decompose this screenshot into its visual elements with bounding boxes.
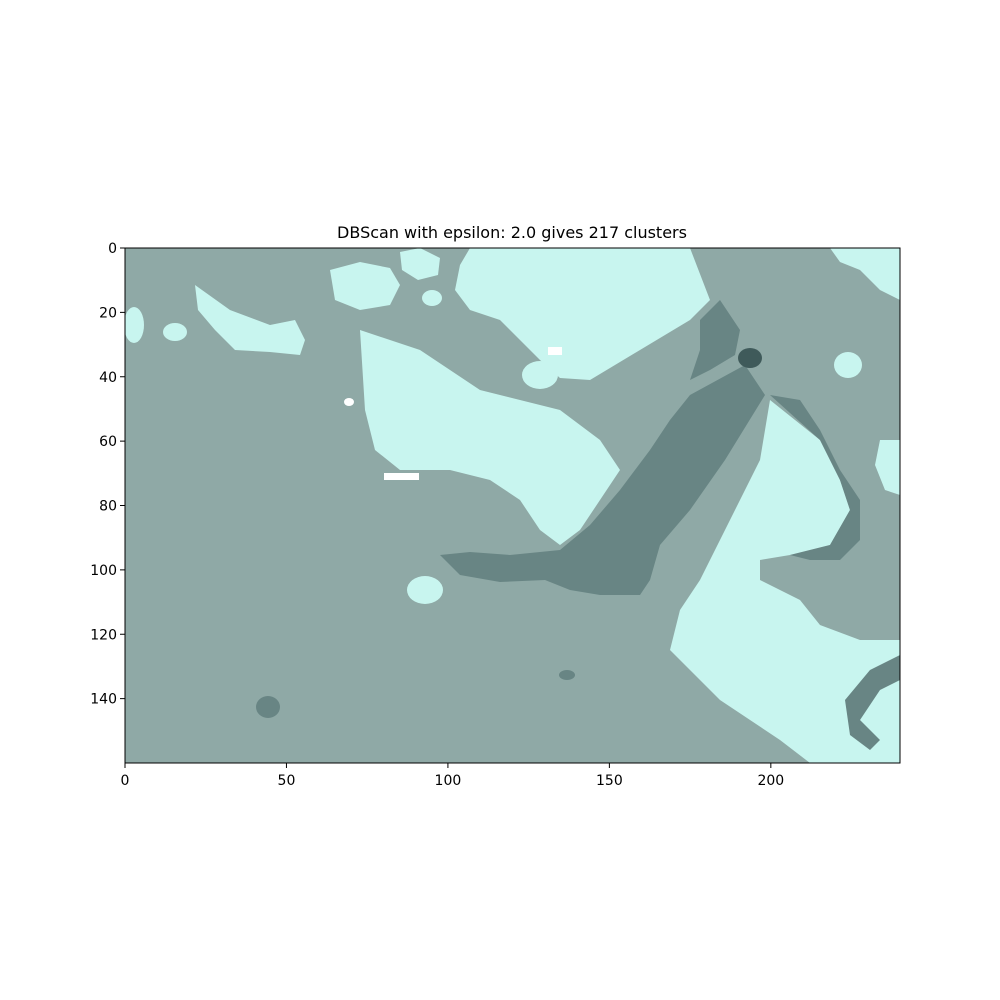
y-tick-label: 140 xyxy=(90,692,117,708)
heatmap-image xyxy=(124,247,901,764)
y-tick-label: 120 xyxy=(90,627,117,643)
noise-speck-a xyxy=(384,473,419,480)
y-tick-label: 40 xyxy=(99,370,117,386)
noise-speck-b xyxy=(548,347,562,355)
cluster-region-light-hole-c xyxy=(834,352,862,378)
cluster-region-light-blob-b xyxy=(400,248,440,280)
y-tick-label: 20 xyxy=(99,305,117,321)
cluster-region-light-top xyxy=(455,248,710,380)
cluster-region-dark-diagonal xyxy=(440,365,765,595)
cluster-region-light-center xyxy=(360,330,620,545)
cluster-region-light-hole-e xyxy=(125,307,144,343)
cluster-region-dark-bottom-right xyxy=(845,655,900,750)
y-tick-label: 60 xyxy=(99,434,117,450)
x-axis: 0 50 100 150 200 xyxy=(121,763,784,789)
cluster-region-light-topright-corner xyxy=(830,248,900,300)
noise-blob-dark-a xyxy=(256,696,280,718)
cluster-region-light-hole-f xyxy=(422,290,442,306)
y-tick-label: 80 xyxy=(99,499,117,515)
cluster-region-light-hole-a xyxy=(522,361,558,389)
x-tick-label: 200 xyxy=(757,773,784,789)
x-tick-label: 0 xyxy=(121,773,130,789)
cluster-region-dark-right-ribbon xyxy=(770,395,860,560)
chart-title: DBScan with epsilon: 2.0 gives 217 clust… xyxy=(337,223,687,242)
y-axis: 0 20 40 60 80 100 120 140 xyxy=(90,241,125,708)
cluster-region-dark-upper-band xyxy=(690,300,740,380)
cluster-region-light-right xyxy=(670,400,900,763)
cluster-region-light-hole-b xyxy=(407,576,443,604)
x-tick-label: 100 xyxy=(435,773,462,789)
x-tick-label: 50 xyxy=(278,773,296,789)
y-tick-label: 0 xyxy=(108,241,117,257)
noise-blob-dark-b xyxy=(559,670,575,680)
cluster-region-light-blob-a xyxy=(330,262,400,310)
cluster-region-light-topleft xyxy=(195,285,305,355)
y-tick-label: 100 xyxy=(90,563,117,579)
cluster-region-light-right-edge xyxy=(875,440,900,495)
noise-speck-c xyxy=(344,398,354,406)
cluster-region-very-dark-spot xyxy=(738,348,762,368)
x-tick-label: 150 xyxy=(596,773,623,789)
cluster-region-light-hole-d xyxy=(163,323,187,341)
